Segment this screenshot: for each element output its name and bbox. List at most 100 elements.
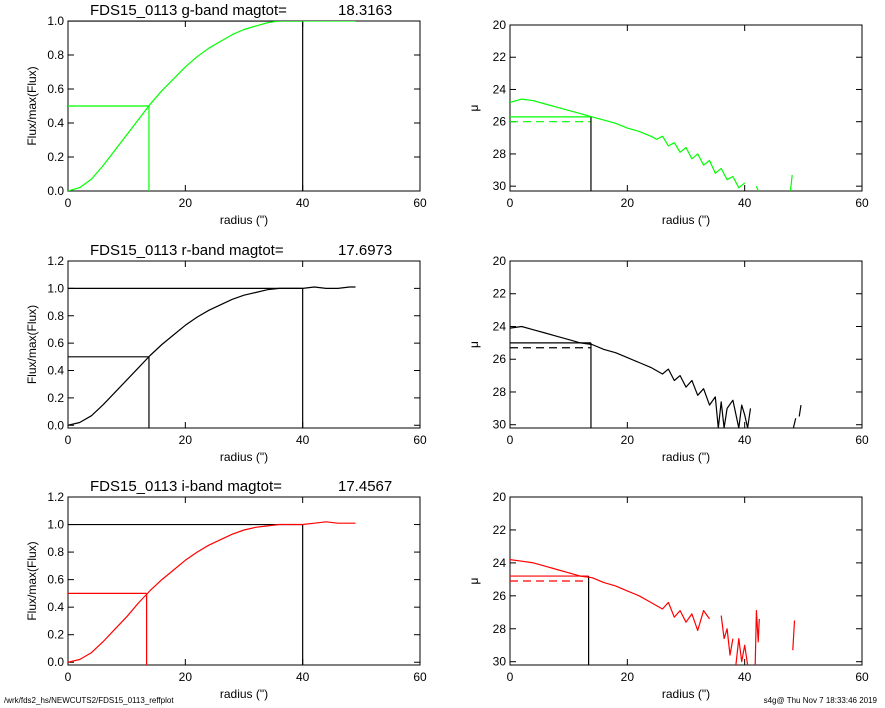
data-series-line bbox=[792, 418, 797, 428]
x-tick-label: 0 bbox=[507, 433, 514, 447]
panel-i-growth-curve: 0 20 40 60 0.0 0.2 0.4 0.6 0.8 1.0 1.2 radius (") Fl… bbox=[25, 478, 427, 701]
x-tick-label: 0 bbox=[507, 670, 514, 684]
data-series-line bbox=[68, 286, 356, 426]
y-tick-label: 26 bbox=[493, 352, 507, 366]
data-series-line bbox=[789, 174, 793, 191]
y-tick-label: 0.4 bbox=[47, 600, 64, 614]
panel-g-growth-curve: 0 20 40 60 0.0 0.2 0.4 0.6 0.8 1.0 radius (") Flux/… bbox=[25, 2, 427, 227]
y-axis-label: μ bbox=[467, 577, 481, 584]
data-series-line bbox=[798, 405, 802, 417]
y-tick-label: 0.8 bbox=[47, 48, 64, 62]
x-axis-label: radius (") bbox=[662, 213, 710, 227]
x-tick-label: 20 bbox=[179, 670, 193, 684]
footer-path-label: /wrk/fds2_hs/NEWCUTS2/FDS15_0113_reffplo… bbox=[4, 696, 174, 705]
y-axis-label: Flux/max(Flux) bbox=[25, 66, 39, 145]
y-tick-label: 26 bbox=[493, 115, 507, 129]
y-axis-label: Flux/max(Flux) bbox=[25, 305, 39, 384]
y-tick-label: 24 bbox=[493, 319, 507, 333]
panel-title: FDS15_0113 i-band magtot= bbox=[90, 478, 282, 495]
x-tick-label: 40 bbox=[296, 670, 310, 684]
x-axis-label: radius (") bbox=[662, 450, 710, 464]
panel-title: FDS15_0113 r-band magtot= bbox=[90, 242, 284, 259]
x-tick-label: 60 bbox=[413, 433, 427, 447]
plot-frame bbox=[509, 260, 863, 429]
panel-r-surface-brightness: 0 20 40 60 20 22 24 26 28 30 radius (") μ bbox=[467, 254, 869, 464]
data-series-line bbox=[510, 98, 746, 189]
y-tick-label: 28 bbox=[493, 385, 507, 399]
panel-g-surface-brightness: 0 20 40 60 20 22 24 26 28 30 radius (") μ bbox=[467, 18, 869, 227]
plot-frame bbox=[67, 496, 421, 666]
x-tick-label: 0 bbox=[65, 433, 72, 447]
x-tick-label: 40 bbox=[738, 433, 752, 447]
plot-area bbox=[68, 21, 356, 191]
x-tick-label: 0 bbox=[65, 196, 72, 210]
x-tick-label: 20 bbox=[621, 433, 635, 447]
y-tick-label: 0.4 bbox=[47, 364, 64, 378]
y-tick-label: 20 bbox=[493, 254, 507, 268]
y-tick-label: 22 bbox=[493, 50, 507, 64]
y-tick-label: 1.0 bbox=[47, 281, 64, 295]
panel-i-surface-brightness: 0 20 40 60 20 22 24 26 28 30 radius (") μ bbox=[467, 490, 869, 701]
y-tick-label: 26 bbox=[493, 589, 507, 603]
x-axis-label: radius (") bbox=[220, 213, 268, 227]
x-tick-label: 0 bbox=[507, 196, 514, 210]
plot-area bbox=[510, 98, 793, 191]
magtot-value: 17.4567 bbox=[338, 478, 392, 495]
x-axis-label: radius (") bbox=[220, 687, 268, 701]
data-series-line bbox=[755, 185, 759, 191]
y-axis-label: Flux/max(Flux) bbox=[25, 541, 39, 620]
data-series-line bbox=[792, 620, 796, 651]
x-tick-label: 60 bbox=[413, 670, 427, 684]
y-tick-label: 1.0 bbox=[47, 518, 64, 532]
data-series-line bbox=[735, 637, 749, 665]
x-tick-label: 40 bbox=[738, 196, 752, 210]
plot-area bbox=[510, 559, 796, 665]
data-series-line bbox=[754, 609, 760, 665]
y-tick-label: 0.2 bbox=[47, 391, 64, 405]
y-tick-label: 0.6 bbox=[47, 82, 64, 96]
x-tick-label: 20 bbox=[621, 196, 635, 210]
footer-timestamp-label: s4g@ Thu Nov 7 18:33:46 2019 bbox=[763, 696, 877, 705]
y-tick-label: 0.6 bbox=[47, 573, 64, 587]
y-tick-label: 0.2 bbox=[47, 628, 64, 642]
y-axis-label: μ bbox=[467, 341, 481, 348]
y-tick-label: 0.0 bbox=[47, 184, 64, 198]
y-tick-label: 20 bbox=[493, 490, 507, 504]
x-tick-label: 60 bbox=[855, 433, 869, 447]
y-tick-label: 0.2 bbox=[47, 150, 64, 164]
x-tick-label: 40 bbox=[296, 433, 310, 447]
data-series-line bbox=[68, 521, 356, 663]
plot-area bbox=[68, 521, 356, 665]
y-axis-label: μ bbox=[467, 104, 481, 111]
y-tick-label: 0.8 bbox=[47, 309, 64, 323]
y-tick-label: 28 bbox=[493, 622, 507, 636]
data-series-line bbox=[68, 21, 356, 191]
magtot-value: 17.6973 bbox=[338, 242, 392, 259]
y-tick-label: 22 bbox=[493, 287, 507, 301]
x-tick-label: 60 bbox=[855, 196, 869, 210]
y-tick-label: 30 bbox=[493, 418, 507, 432]
data-series-line bbox=[510, 559, 710, 632]
y-tick-label: 20 bbox=[493, 18, 507, 32]
data-series-line bbox=[720, 615, 734, 656]
plot-frame bbox=[509, 24, 863, 192]
x-tick-label: 40 bbox=[738, 670, 752, 684]
y-tick-label: 24 bbox=[493, 82, 507, 96]
y-tick-label: 0.0 bbox=[47, 655, 64, 669]
panel-title: FDS15_0113 g-band magtot= bbox=[90, 2, 287, 19]
x-tick-label: 0 bbox=[65, 670, 72, 684]
x-tick-label: 60 bbox=[413, 196, 427, 210]
x-axis-label: radius (") bbox=[662, 687, 710, 701]
x-tick-label: 40 bbox=[296, 196, 310, 210]
panel-r-growth-curve: 0 20 40 60 0.0 0.2 0.4 0.6 0.8 1.0 1.2 radius (") Fl… bbox=[25, 242, 427, 464]
x-tick-label: 20 bbox=[179, 433, 193, 447]
y-tick-label: 22 bbox=[493, 523, 507, 537]
y-tick-label: 28 bbox=[493, 147, 507, 161]
y-tick-label: 0.8 bbox=[47, 545, 64, 559]
x-tick-label: 20 bbox=[621, 670, 635, 684]
y-tick-label: 0.4 bbox=[47, 116, 64, 130]
y-tick-label: 1.0 bbox=[47, 14, 64, 28]
y-tick-label: 0.6 bbox=[47, 336, 64, 350]
y-tick-label: 1.2 bbox=[47, 490, 64, 504]
